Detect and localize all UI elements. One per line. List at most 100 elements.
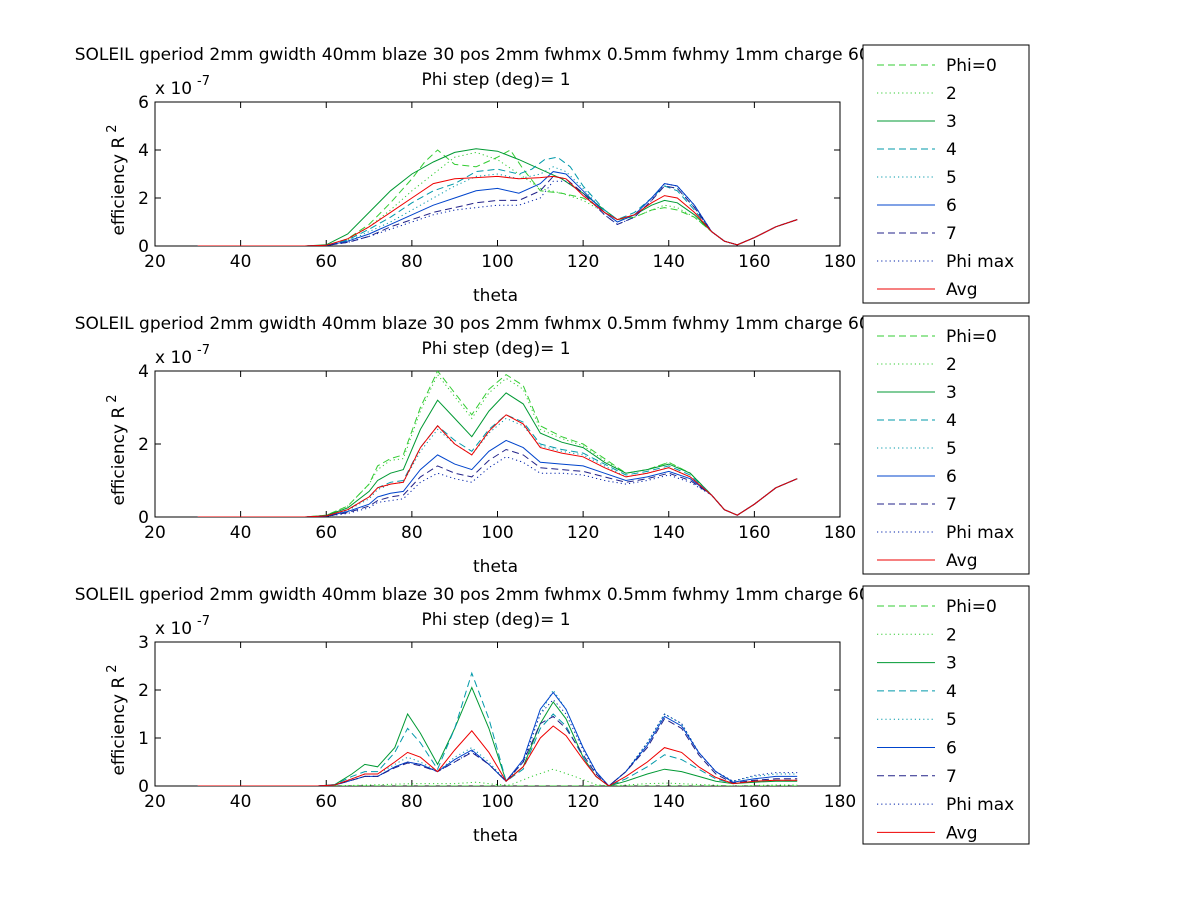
y-axis-label-text: efficiency R <box>109 137 129 236</box>
legend-label-3: 3 <box>946 654 957 674</box>
y-tick-label: 3 <box>138 633 149 653</box>
series-line-6 <box>197 171 798 246</box>
legend-label-7: 7 <box>946 224 957 244</box>
legend-label-6: 6 <box>946 467 957 487</box>
x-tick-label: 180 <box>824 523 856 543</box>
legend-label-7: 7 <box>946 767 957 787</box>
chart-subtitle: Phi step (deg)= 1 <box>421 339 570 359</box>
legend-label-2: 2 <box>946 84 957 104</box>
series-line-4 <box>197 671 798 786</box>
y-tick-label: 2 <box>138 189 149 209</box>
legend-box <box>862 585 1030 845</box>
x-tick-label: 40 <box>230 523 252 543</box>
legend-label-2: 2 <box>946 625 957 645</box>
series-line-8 <box>197 698 798 786</box>
subplot-1: 20 40 60 80 100 120 140 160 180 0 2 4 6 SOLEIL gperio… <box>75 44 1030 306</box>
chart-title: SOLEIL gperiod 2mm gwidth 40mm blaze 30 … <box>75 314 956 334</box>
legend-box <box>862 315 1030 575</box>
legend-label-4: 4 <box>946 682 957 702</box>
x-tick-label: 100 <box>481 523 513 543</box>
series-line-8 <box>197 456 798 517</box>
y-tick-label: 2 <box>138 435 149 455</box>
x-tick-label: 100 <box>481 252 513 272</box>
x-tick-label: 20 <box>144 523 166 543</box>
x-axis-label: theta <box>473 826 518 846</box>
x-tick-label: 160 <box>738 523 770 543</box>
series-group <box>197 148 798 246</box>
legend-label-8: Phi max <box>946 523 1014 543</box>
series-line-6 <box>197 439 798 517</box>
series-line-7 <box>197 715 798 786</box>
x-axis-label: theta <box>473 557 518 577</box>
y-exponent-base: x 10 <box>155 79 192 99</box>
y-axis-label-superscript: 2 <box>105 664 120 672</box>
legend-label-6: 6 <box>946 196 957 216</box>
series-line-3 <box>197 148 798 246</box>
y-exponent-power: -7 <box>197 343 210 358</box>
series-line-5 <box>197 166 798 246</box>
legend-label-9: Avg <box>946 280 978 300</box>
series-group <box>197 671 798 786</box>
x-tick-label: 20 <box>144 792 166 812</box>
x-tick-label: 120 <box>567 252 599 272</box>
x-tick-label: 180 <box>824 792 856 812</box>
x-tick-label: 80 <box>401 252 423 272</box>
subplot-2: 20 40 60 80 100 120 140 160 180 0 2 4 SOLEIL gperiod… <box>75 314 1030 577</box>
y-axis-label: efficiency R 2 <box>105 394 129 505</box>
series-line-1 <box>197 371 798 517</box>
y-axis-label-text: efficiency R <box>109 407 129 506</box>
legend: Phi=0 2 3 4 5 6 7 Phi max Avg <box>862 44 1030 304</box>
plot-area <box>154 370 841 518</box>
y-exponent-power: -7 <box>197 614 210 629</box>
y-axis-label: efficiency R 2 <box>105 664 129 775</box>
legend-label-1: Phi=0 <box>946 327 997 347</box>
legend-label-9: Avg <box>946 551 978 571</box>
legend-label-4: 4 <box>946 411 957 431</box>
legend-label-9: Avg <box>946 823 978 843</box>
y-axis-label-superscript: 2 <box>105 124 120 132</box>
series-group <box>197 371 798 517</box>
legend-label-5: 5 <box>946 168 957 188</box>
y-axis-label-superscript: 2 <box>105 394 120 402</box>
x-tick-label: 80 <box>401 523 423 543</box>
y-exponent-base: x 10 <box>155 348 192 368</box>
series-line-4 <box>197 414 798 517</box>
x-tick-label: 160 <box>738 252 770 272</box>
series-line-1 <box>197 149 798 246</box>
y-exponent-base: x 10 <box>155 619 192 639</box>
y-tick-label: 6 <box>138 93 149 113</box>
series-line-2 <box>197 768 798 786</box>
x-tick-label: 80 <box>401 792 423 812</box>
y-tick-label: 4 <box>138 362 149 382</box>
legend-label-1: Phi=0 <box>946 56 997 76</box>
y-tick-label: 1 <box>138 729 149 749</box>
y-tick-label: 0 <box>138 777 149 797</box>
legend-box <box>862 44 1030 304</box>
series-line-8 <box>197 180 798 246</box>
subplot-3: 20 40 60 80 100 120 140 160 180 0 1 2 3 SOLEIL gperio… <box>75 585 1030 846</box>
chart-title: SOLEIL gperiod 2mm gwidth 40mm blaze 30 … <box>75 45 956 65</box>
chart-subtitle: Phi step (deg)= 1 <box>421 70 570 90</box>
legend-label-2: 2 <box>946 355 957 375</box>
legend-label-6: 6 <box>946 739 957 759</box>
series-line-5 <box>197 417 798 517</box>
series-line-9 <box>197 414 798 517</box>
x-tick-label: 180 <box>824 252 856 272</box>
plot-area <box>154 641 841 787</box>
legend: Phi=0 2 3 4 5 6 7 Phi max Avg <box>862 315 1030 575</box>
legend-label-5: 5 <box>946 439 957 459</box>
x-tick-label: 140 <box>653 252 685 272</box>
legend-label-8: Phi max <box>946 795 1014 815</box>
x-tick-label: 60 <box>315 252 337 272</box>
x-tick-label: 140 <box>653 523 685 543</box>
y-tick-label: 0 <box>138 237 149 257</box>
x-tick-label: 100 <box>481 792 513 812</box>
legend-label-8: Phi max <box>946 252 1014 272</box>
x-axis-label: theta <box>473 286 518 306</box>
series-line-9 <box>197 175 798 246</box>
legend-label-5: 5 <box>946 710 957 730</box>
chart-subtitle: Phi step (deg)= 1 <box>421 610 570 630</box>
series-line-9 <box>197 725 798 786</box>
legend-label-3: 3 <box>946 383 957 403</box>
